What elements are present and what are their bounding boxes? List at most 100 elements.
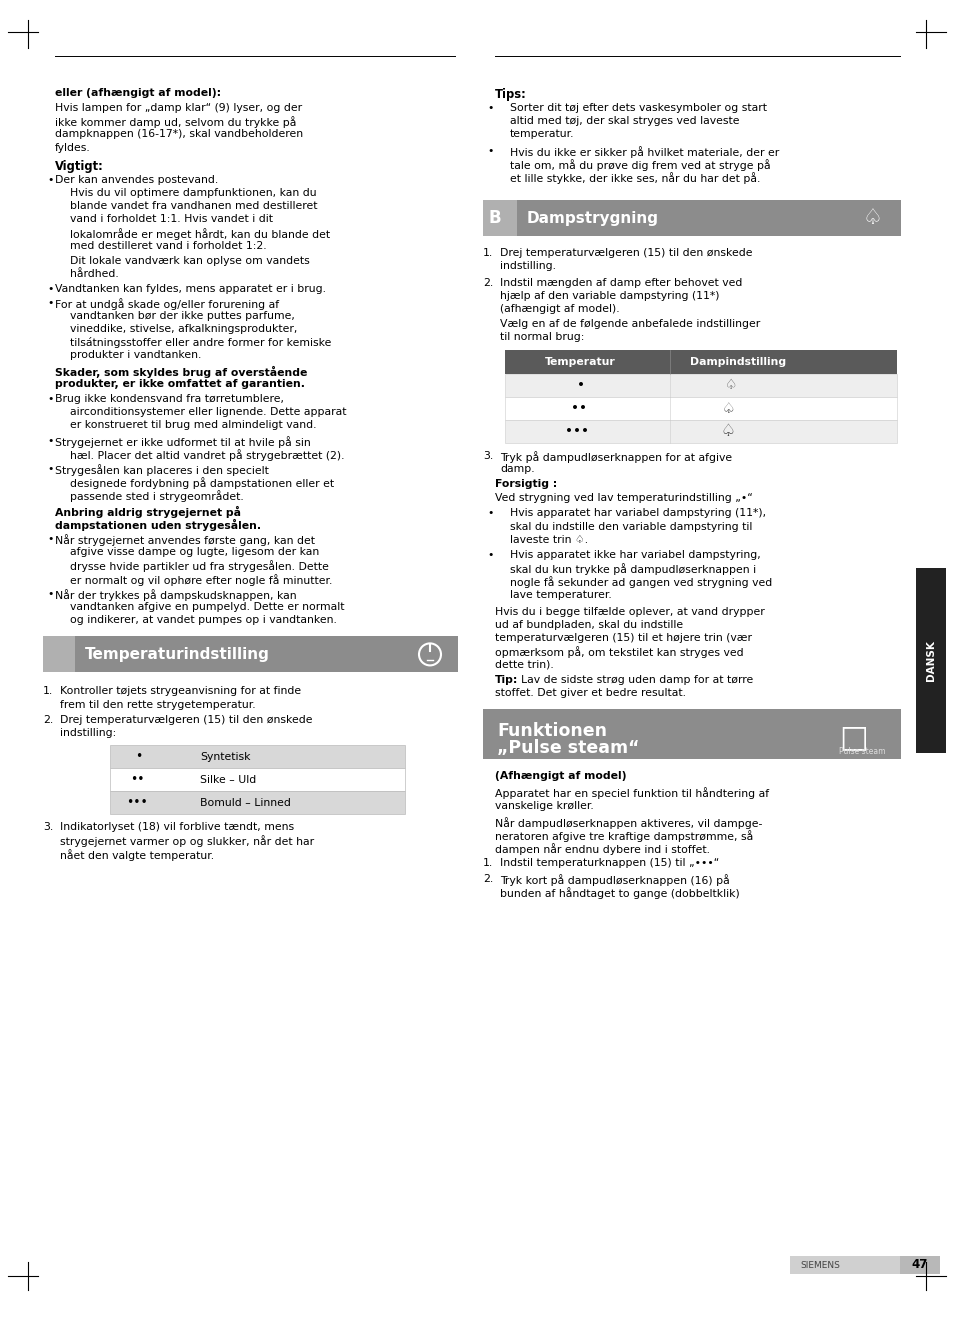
Text: •: • — [486, 509, 493, 518]
Text: tilsátningsstoffer eller andre former for kemiske: tilsátningsstoffer eller andre former f… — [70, 337, 331, 348]
Text: Brug ikke kondensvand fra tørretumblere,: Brug ikke kondensvand fra tørretumblere, — [55, 394, 284, 405]
Bar — [504, 373, 896, 397]
Text: •: • — [47, 464, 53, 474]
Text: Hvis du ikke er sikker på hvilket materiale, der er: Hvis du ikke er sikker på hvilket materi… — [510, 145, 779, 158]
Text: Silke – Uld: Silke – Uld — [200, 775, 256, 784]
Text: Dampstrygning: Dampstrygning — [526, 211, 659, 225]
Text: til normal brug:: til normal brug: — [499, 332, 584, 343]
Text: produkter i vandtanken.: produkter i vandtanken. — [70, 351, 201, 360]
Text: Drej temperaturvælgeren (15) til den ønskede: Drej temperaturvælgeren (15) til den øns… — [499, 248, 752, 258]
Text: •: • — [47, 534, 53, 544]
Text: dampstationen uden strygesålen.: dampstationen uden strygesålen. — [55, 519, 261, 531]
Text: Strygesålen kan placeres i den specielt: Strygesålen kan placeres i den specielt — [55, 464, 269, 476]
Text: 3.: 3. — [482, 451, 493, 460]
Text: 1.: 1. — [482, 858, 493, 869]
Text: neratoren afgive tre kraftige dampstrømme, så: neratoren afgive tre kraftige dampstrømm… — [495, 830, 753, 842]
Text: passende sted i strygeområdet.: passende sted i strygeområdet. — [70, 490, 244, 502]
Text: •: • — [577, 378, 584, 391]
Text: •: • — [486, 103, 493, 113]
Text: •: • — [47, 298, 53, 307]
Text: afgive visse dampe og lugte, ligesom der kan: afgive visse dampe og lugte, ligesom der… — [70, 547, 319, 558]
Text: Hvis apparatet har variabel dampstyring (11*),: Hvis apparatet har variabel dampstyring … — [510, 509, 765, 518]
Text: Lav de sidste strøg uden damp for at tørre: Lav de sidste strøg uden damp for at tør… — [520, 675, 753, 685]
Text: Syntetisk: Syntetisk — [200, 751, 251, 762]
Bar — [482, 200, 517, 236]
Text: er normalt og vil ophøre efter nogle få minutter.: er normalt og vil ophøre efter nogle få … — [70, 573, 332, 585]
Text: vand i forholdet 1:1. Hvis vandet i dit: vand i forholdet 1:1. Hvis vandet i dit — [70, 215, 273, 224]
Text: stoffet. Det giver et bedre resultat.: stoffet. Det giver et bedre resultat. — [495, 688, 685, 699]
Text: strygejernet varmer op og slukker, når det har: strygejernet varmer op og slukker, når d… — [60, 836, 314, 847]
Text: Der kan anvendes postevand.: Der kan anvendes postevand. — [55, 175, 218, 185]
Text: ♤: ♤ — [720, 422, 734, 440]
Text: bunden af håndtaget to gange (dobbeltklik): bunden af håndtaget to gange (dobbeltkli… — [499, 887, 739, 899]
Text: Funktionen: Funktionen — [497, 722, 606, 741]
Text: Skader, som skyldes brug af overstående: Skader, som skyldes brug af overstående — [55, 365, 307, 378]
Text: ♤: ♤ — [862, 208, 882, 228]
Text: Hvis lampen for „damp klar“ (9) lyser, og der: Hvis lampen for „damp klar“ (9) lyser, o… — [55, 103, 302, 113]
Text: •: • — [47, 175, 53, 185]
Text: Hvis apparatet ikke har variabel dampstyring,: Hvis apparatet ikke har variabel dampsty… — [510, 550, 760, 560]
Text: Tryk på dampudløserknappen for at afgive: Tryk på dampudløserknappen for at afgive — [499, 451, 731, 463]
Text: ♤: ♤ — [721, 401, 735, 415]
Text: Vandtanken kan fyldes, mens apparatet er i brug.: Vandtanken kan fyldes, mens apparatet er… — [55, 285, 326, 294]
Text: 1.: 1. — [482, 248, 493, 258]
Text: Tip:: Tip: — [495, 675, 517, 685]
Text: hårdhed.: hårdhed. — [70, 269, 118, 279]
Text: □: □ — [838, 724, 867, 753]
Text: ikke kommer damp ud, selvom du trykke på: ikke kommer damp ud, selvom du trykke på — [55, 116, 296, 128]
Bar — [43, 637, 75, 672]
Text: Når der trykkes på dampskudsknappen, kan: Når der trykkes på dampskudsknappen, kan — [55, 589, 296, 601]
Text: temperaturvælgeren (15) til et højere trin (vær: temperaturvælgeren (15) til et højere tr… — [495, 633, 751, 643]
Text: 3.: 3. — [43, 822, 53, 832]
Bar — [43, 637, 457, 672]
Bar — [110, 791, 405, 815]
Text: •••: ••• — [564, 424, 588, 438]
Text: DANSK: DANSK — [925, 641, 935, 681]
Text: opmærksom på, om tekstilet kan stryges ved: opmærksom på, om tekstilet kan stryges v… — [495, 646, 742, 658]
Text: nogle få sekunder ad gangen ved strygning ved: nogle få sekunder ad gangen ved strygnin… — [510, 576, 771, 588]
Text: •: • — [47, 589, 53, 598]
Text: nået den valgte temperatur.: nået den valgte temperatur. — [60, 849, 213, 861]
Text: 1.: 1. — [43, 687, 53, 696]
Bar — [828, 709, 900, 759]
Text: temperatur.: temperatur. — [510, 129, 574, 140]
Text: designede fordybning på dampstationen eller et: designede fordybning på dampstationen el… — [70, 477, 334, 489]
Text: •: • — [135, 750, 142, 763]
Text: SIEMENS: SIEMENS — [800, 1260, 839, 1269]
Text: Anbring aldrig strygejernet på: Anbring aldrig strygejernet på — [55, 506, 241, 518]
Bar — [899, 1256, 939, 1275]
Text: airconditionsystemer eller lignende. Dette apparat: airconditionsystemer eller lignende. Det… — [70, 407, 346, 418]
Text: 2.: 2. — [43, 714, 53, 725]
Text: Hvis du i begge tilfælde oplever, at vand drypper: Hvis du i begge tilfælde oplever, at van… — [495, 606, 764, 617]
Text: vanskelige krøller.: vanskelige krøller. — [495, 800, 593, 811]
Text: dette trin).: dette trin). — [495, 659, 553, 670]
Text: (afhængigt af model).: (afhængigt af model). — [499, 304, 619, 314]
Text: et lille stykke, der ikke ses, når du har det på.: et lille stykke, der ikke ses, når du ha… — [510, 173, 760, 185]
Text: vineddike, stivelse, afkalkningsprodukter,: vineddike, stivelse, afkalkningsprodukte… — [70, 324, 297, 333]
Bar — [504, 419, 896, 443]
Text: For at undgå skade og/eller forurening af: For at undgå skade og/eller forurening a… — [55, 298, 279, 310]
Text: (Afhængigt af model): (Afhængigt af model) — [495, 771, 626, 782]
Text: Forsigtig :: Forsigtig : — [495, 478, 557, 489]
Text: ••: •• — [571, 401, 586, 415]
Text: Sorter dit tøj efter dets vaskesymboler og start: Sorter dit tøj efter dets vaskesymboler … — [510, 103, 766, 113]
Text: vandtanken bør der ikke puttes parfume,: vandtanken bør der ikke puttes parfume, — [70, 311, 294, 320]
Text: Hvis du vil optimere dampfunktionen, kan du: Hvis du vil optimere dampfunktionen, kan… — [70, 188, 316, 198]
Text: og indikerer, at vandet pumpes op i vandtanken.: og indikerer, at vandet pumpes op i vand… — [70, 616, 336, 625]
Text: Når dampudløserknappen aktiveres, vil dampge-: Når dampudløserknappen aktiveres, vil da… — [495, 817, 761, 829]
Text: „Pulse steam“: „Pulse steam“ — [497, 739, 639, 758]
Text: Når strygejernet anvendes første gang, kan det: Når strygejernet anvendes første gang, k… — [55, 534, 314, 546]
Text: Apparatet har en speciel funktion til håndtering af: Apparatet har en speciel funktion til hå… — [495, 787, 768, 799]
Text: ••: •• — [130, 774, 144, 787]
Text: Indikatorlyset (18) vil forblive tændt, mens: Indikatorlyset (18) vil forblive tændt, … — [60, 822, 294, 832]
Text: Temperaturindstilling: Temperaturindstilling — [85, 647, 270, 662]
Text: dampknappen (16-17*), skal vandbeholderen: dampknappen (16-17*), skal vandbeholdere… — [55, 129, 303, 140]
Bar — [482, 709, 900, 759]
Text: blande vandet fra vandhanen med destilleret: blande vandet fra vandhanen med destille… — [70, 202, 317, 211]
Text: produkter, er ikke omfattet af garantien.: produkter, er ikke omfattet af garantien… — [55, 378, 305, 389]
Text: •••: ••• — [126, 796, 148, 809]
Text: er konstrueret til brug med almindeligt vand.: er konstrueret til brug med almindeligt … — [70, 420, 316, 431]
Text: lave temperaturer.: lave temperaturer. — [510, 589, 611, 600]
Text: Indstil temperaturknappen (15) til „•••“: Indstil temperaturknappen (15) til „•••“ — [499, 858, 719, 869]
Text: Dampindstilling: Dampindstilling — [689, 357, 785, 366]
